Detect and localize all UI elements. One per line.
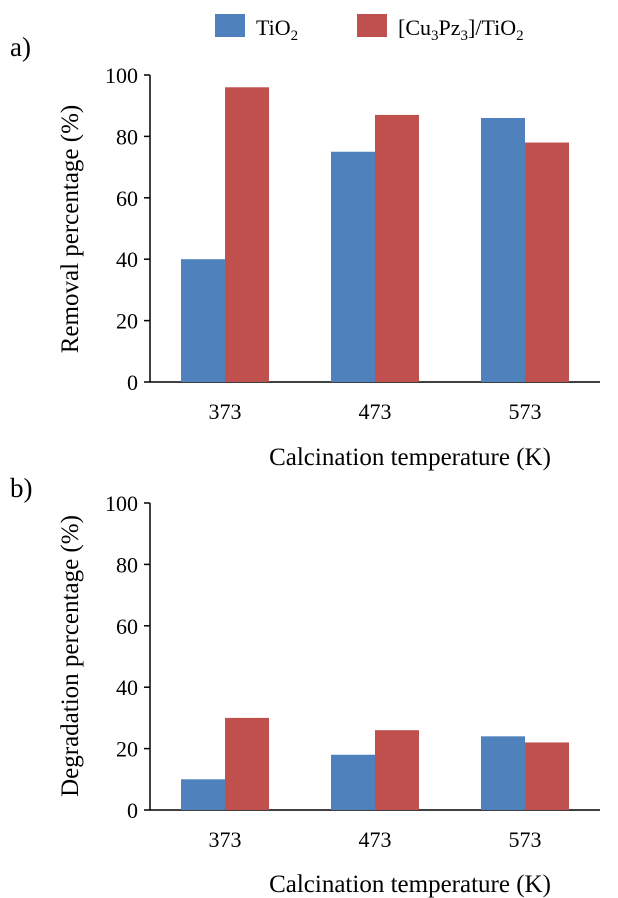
y-tick-label-a: 100 <box>105 63 138 88</box>
y-tick-label-a: 80 <box>116 124 138 149</box>
bar-a-373-series1 <box>181 259 225 382</box>
bar-a-473-series1 <box>331 151 375 382</box>
legend-swatch-tio2 <box>215 14 245 37</box>
y-tick-label-a: 60 <box>116 186 138 211</box>
panel-label-a: a) <box>10 32 31 62</box>
bar-b-573-series2 <box>525 742 569 810</box>
y-tick-label-b: 60 <box>116 614 138 639</box>
y-tick-label-a: 0 <box>127 370 138 395</box>
plot-area-a: 0 20 40 60 80 100 373 473 573 <box>105 63 600 424</box>
y-tick-label-b: 80 <box>116 552 138 577</box>
x-tick-label-a: 573 <box>509 399 542 424</box>
bar-a-473-series2 <box>375 114 419 382</box>
panel-label-b: b) <box>10 473 33 503</box>
bar-a-573-series1 <box>481 117 525 382</box>
y-axis-title-b: Degradation percentage (%) <box>57 515 84 797</box>
legend: TiO2 [Cu3Pz3]/TiO2 <box>215 14 524 44</box>
bar-b-573-series1 <box>481 736 525 810</box>
y-tick-label-b: 0 <box>127 798 138 823</box>
x-tick-label-b: 573 <box>509 827 542 852</box>
legend-swatch-cu3pz3-tio2 <box>357 14 387 37</box>
chart-panel-b: b) Degradation percentage (%) Calcinatio… <box>10 473 600 898</box>
bar-b-373-series2 <box>225 717 269 810</box>
bar-a-573-series2 <box>525 142 569 382</box>
y-tick-label-b: 20 <box>116 737 138 762</box>
y-tick-label-b: 40 <box>116 675 138 700</box>
x-tick-label-b: 473 <box>359 827 392 852</box>
bar-b-473-series1 <box>331 754 375 810</box>
legend-label-tio2: TiO2 <box>256 15 298 44</box>
legend-label-cu3pz3-tio2: [Cu3Pz3]/TiO2 <box>398 15 524 44</box>
x-axis-title-a: Calcination temperature (K) <box>269 444 551 471</box>
chart-panel-a: a) Removal percentage (%) Calcination te… <box>10 32 600 471</box>
bar-b-373-series1 <box>181 779 225 810</box>
x-tick-label-a: 373 <box>209 399 242 424</box>
y-tick-label-a: 40 <box>116 247 138 272</box>
x-axis-title-b: Calcination temperature (K) <box>269 871 551 898</box>
y-axis-title-a: Removal percentage (%) <box>57 105 84 354</box>
y-tick-label-a: 20 <box>116 309 138 334</box>
x-tick-label-b: 373 <box>209 827 242 852</box>
plot-area-b: 0 20 40 60 80 100 373 473 573 <box>105 491 600 852</box>
bar-a-373-series2 <box>225 87 269 382</box>
y-tick-label-b: 100 <box>105 491 138 516</box>
bar-b-473-series2 <box>375 730 419 810</box>
x-tick-label-a: 473 <box>359 399 392 424</box>
